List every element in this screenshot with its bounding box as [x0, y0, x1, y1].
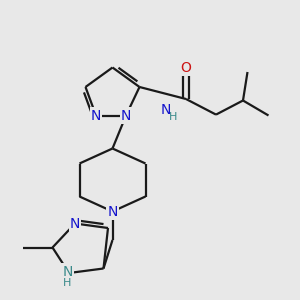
Text: N: N	[62, 265, 73, 278]
Text: N: N	[121, 109, 131, 122]
Text: N: N	[160, 103, 171, 116]
Text: H: H	[169, 112, 177, 122]
Text: H: H	[63, 278, 72, 288]
Text: N: N	[70, 217, 80, 230]
Text: O: O	[181, 61, 191, 74]
Text: N: N	[107, 205, 118, 218]
Text: N: N	[91, 109, 101, 122]
